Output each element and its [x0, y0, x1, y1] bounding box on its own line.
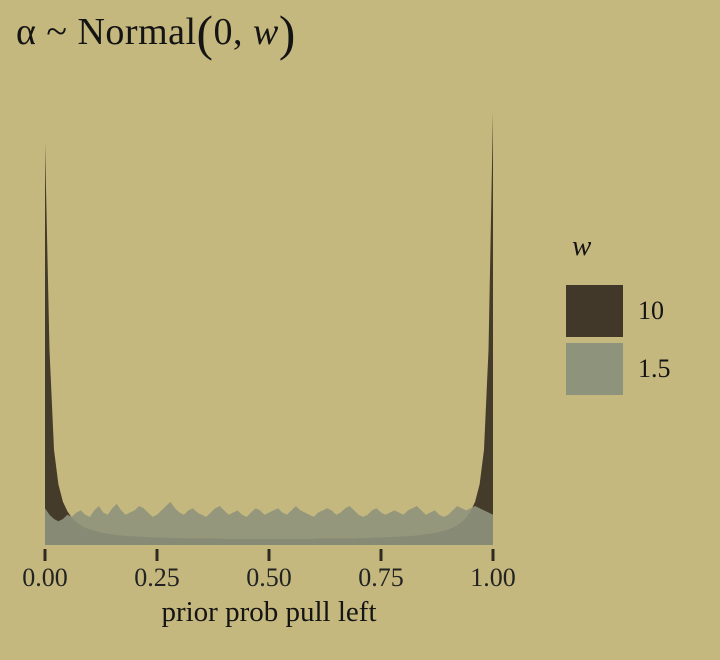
x-axis-label: prior prob pull left [161, 596, 377, 628]
legend-label-w1-5: 1.5 [638, 354, 671, 383]
legend-entry-w1-5: 1.5 [566, 343, 671, 395]
title-param-w: w [253, 11, 279, 53]
x-tick-label: 0.75 [358, 563, 404, 592]
x-tick-mark [491, 549, 495, 561]
x-tick-label: 1.00 [470, 563, 516, 592]
density-area-w10 [45, 112, 493, 545]
x-tick-mark [43, 549, 47, 561]
plot-title: α ~ Normal(0, w) [16, 9, 296, 58]
x-tick-label: 0.25 [134, 563, 180, 592]
legend-title: w [572, 230, 592, 262]
legend: w 10 1.5 [566, 230, 671, 401]
plot-svg [45, 112, 493, 545]
legend-label-w10: 10 [638, 296, 664, 325]
legend-swatch-w10 [566, 285, 623, 337]
title-open-paren: ( [196, 5, 214, 61]
title-prefix: α ~ Normal [16, 11, 197, 53]
plot-area [45, 112, 493, 545]
x-axis: 0.00 0.25 0.50 0.75 1.00 [22, 546, 516, 600]
x-tick-mark [379, 549, 383, 561]
title-close-paren: ) [278, 5, 296, 61]
x-tick-label: 0.00 [22, 563, 68, 592]
title-args: 0, [213, 11, 253, 53]
density-area-w1.5 [45, 501, 493, 545]
x-tick-mark [267, 549, 271, 561]
x-tick-label: 0.50 [246, 563, 292, 592]
legend-swatch-w1-5 [566, 343, 623, 395]
legend-entry-w10: 10 [566, 285, 671, 337]
x-tick-mark [155, 549, 159, 561]
